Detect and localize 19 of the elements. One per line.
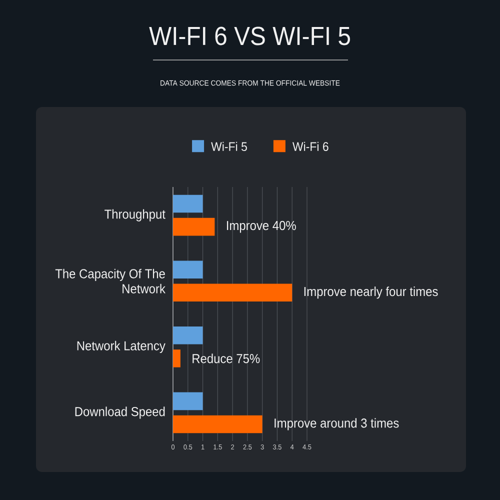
data-label: Improve around 3 times (274, 418, 399, 430)
data-label: Improve nearly four times (304, 286, 438, 299)
bar (173, 415, 262, 434)
y-tick-label: Network Latency (77, 340, 166, 353)
bar (173, 260, 203, 278)
legend-label: Wi-Fi 6 (292, 142, 328, 152)
legend-label: Wi-Fi 5 (211, 142, 247, 152)
bar (173, 350, 180, 368)
chart-title: WI-FI 6 VS WI-FI 5 (149, 26, 350, 46)
data-label: Improve 40% (226, 220, 296, 233)
bar (173, 194, 203, 213)
data-label: Reduce 75% (192, 354, 260, 364)
y-tick-label: The Capacity Of The Network (55, 268, 166, 294)
y-tick-label: Throughput (104, 209, 166, 222)
bar (173, 218, 215, 236)
bar (173, 326, 203, 344)
bar (173, 284, 292, 302)
y-tick-label: Download Speed (75, 406, 165, 419)
bar (173, 392, 203, 410)
